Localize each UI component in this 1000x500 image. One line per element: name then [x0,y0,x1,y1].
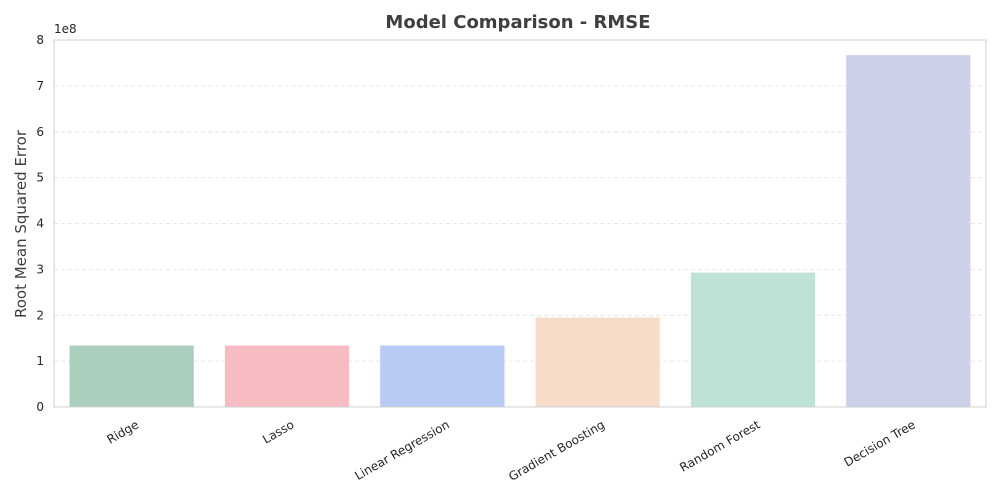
y-axis-ticks: 0 1 2 3 4 5 6 7 8 [36,33,44,414]
x-tick-label: Linear Regression [352,417,451,482]
grid-lines [54,85,986,362]
y-tick-label: 6 [36,125,44,139]
plot-frame [53,39,987,408]
bar [69,345,194,407]
y-tick-label: 0 [36,400,44,414]
y-tick-label: 3 [36,262,44,276]
x-tick-label: Lasso [260,417,296,446]
y-tick-label: 1 [36,354,44,368]
x-tick-label: Decision Tree [842,417,918,469]
bar [690,272,816,407]
bar [846,55,971,408]
x-tick-label: Random Forest [677,417,762,474]
bars [69,55,971,408]
y-axis-scale-label: 1e8 [54,22,77,36]
y-tick-label: 7 [36,79,44,93]
x-tick-label: Ridge [104,417,141,446]
bar [535,317,660,407]
chart-title: Model Comparison - RMSE [385,12,650,33]
y-tick-label: 5 [36,171,44,185]
y-axis-label: Root Mean Squared Error [12,129,30,318]
y-tick-label: 8 [36,33,44,47]
y-tick-label: 4 [36,217,44,231]
bar [380,345,505,407]
y-tick-label: 2 [36,308,44,322]
x-axis-ticks: Ridge Lasso Linear Regression Gradient Boos… [104,417,917,484]
x-tick-label: Gradient Boosting [506,417,607,483]
bar [224,345,350,407]
